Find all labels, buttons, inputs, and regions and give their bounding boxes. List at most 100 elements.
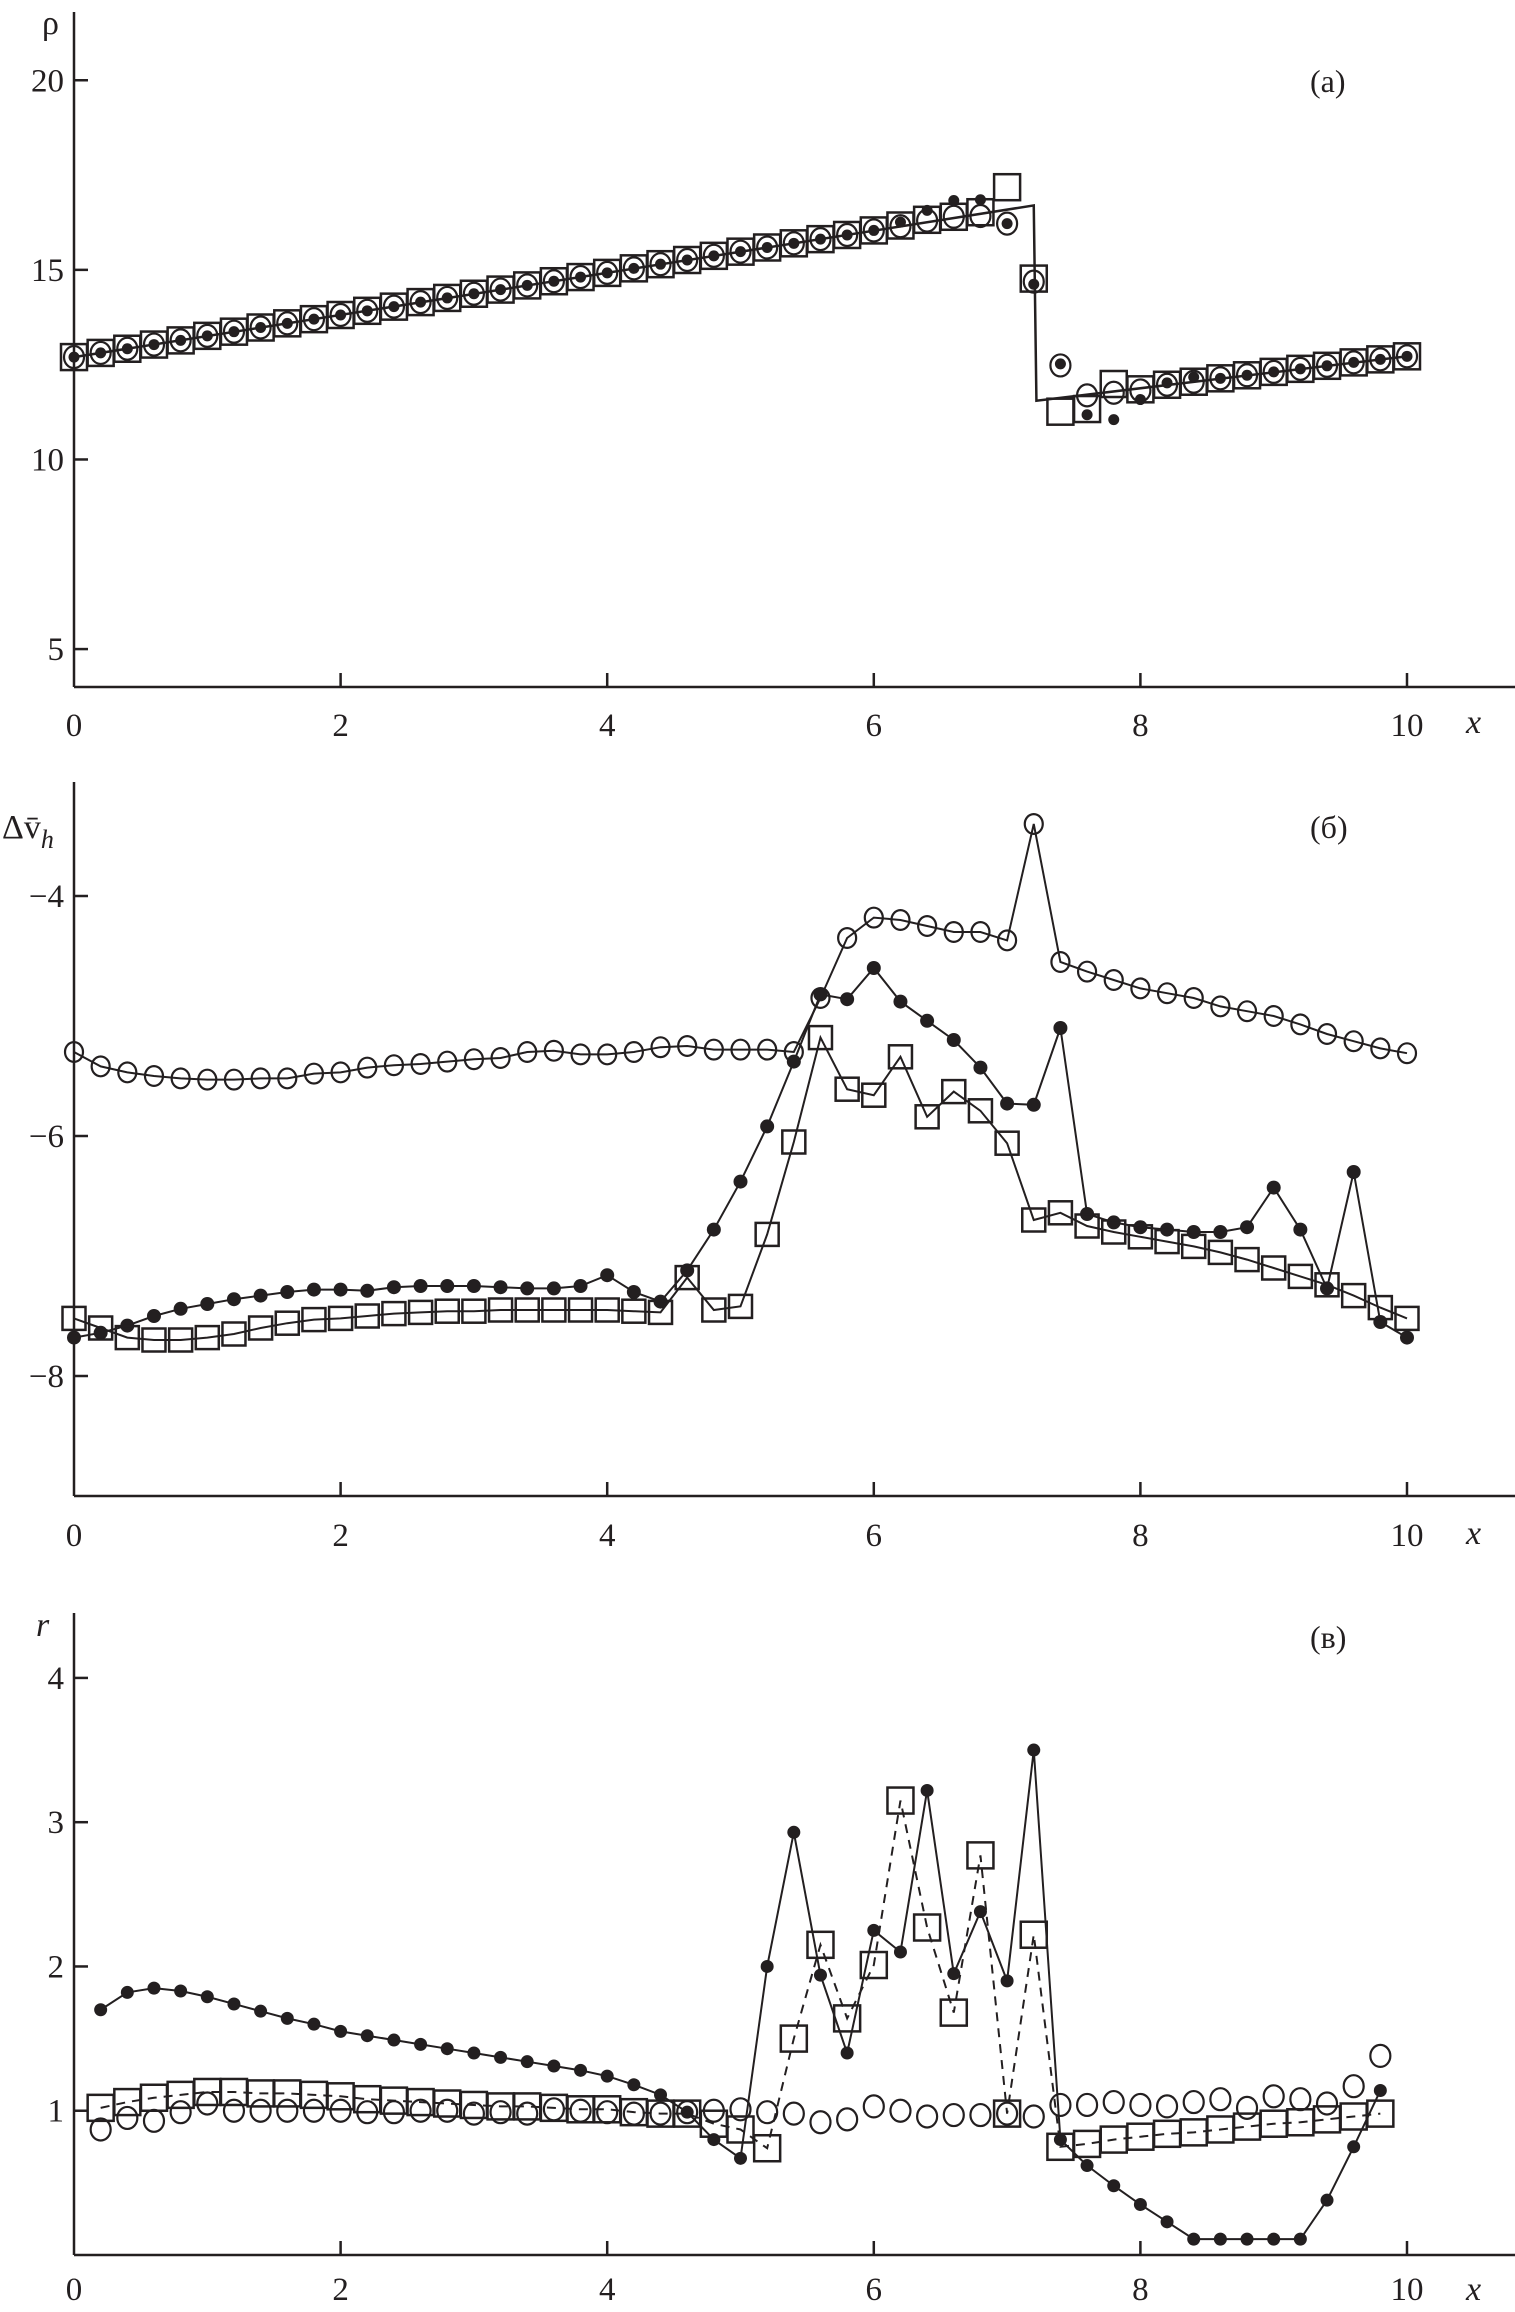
data-point-square — [1046, 397, 1075, 426]
y-tick-label: −6 — [29, 1119, 64, 1155]
data-point-dot — [734, 2151, 747, 2165]
data-point-circle — [329, 2098, 352, 2123]
data-point-circle — [462, 2101, 485, 2126]
data-point-circle — [223, 1068, 245, 1091]
series-squares — [59, 172, 1422, 426]
data-point-dot — [253, 1288, 268, 1303]
data-point-square — [727, 1293, 754, 1320]
data-point-square — [1154, 1228, 1180, 1255]
data-point-dot — [947, 1967, 961, 1981]
data-point-circle — [1050, 950, 1071, 973]
data-point-circle — [890, 908, 911, 931]
data-point-circle — [1209, 2087, 1232, 2112]
data-point-square — [434, 1298, 460, 1324]
x-tick-label: 4 — [599, 2272, 616, 2308]
data-point-square — [327, 1305, 354, 1332]
data-point-dot — [573, 1279, 588, 1293]
data-point-dot — [386, 1280, 401, 1295]
data-point-dot — [546, 1281, 561, 1296]
x-tick-label: 8 — [1132, 2272, 1149, 2308]
data-point-dot — [1348, 356, 1360, 368]
y-tick-label: 5 — [48, 632, 65, 668]
data-point-circle — [1369, 2043, 1392, 2069]
data-point-circle — [1210, 995, 1231, 1018]
data-point-square — [1314, 1272, 1340, 1298]
data-point-circle — [703, 1038, 724, 1061]
data-point-circle — [917, 914, 938, 937]
data-point-dot — [201, 330, 213, 342]
data-point-dot — [307, 2017, 321, 2031]
data-point-square — [647, 1299, 674, 1326]
data-point-circle — [1155, 2094, 1179, 2119]
y-tick-label: 3 — [48, 1805, 65, 1841]
data-point-dot — [787, 1825, 801, 1839]
data-point-dot — [733, 1174, 748, 1189]
data-point-circle — [382, 2100, 406, 2125]
data-point-dot — [708, 250, 720, 262]
series-circles — [63, 812, 1418, 1091]
data-point-circle — [436, 285, 459, 311]
data-point-dot — [255, 322, 267, 334]
data-point-dot — [414, 2037, 428, 2051]
series-line-dots — [100, 1749, 1382, 2241]
x-tick-label: 8 — [1132, 708, 1149, 744]
series-line-dots — [73, 966, 1408, 1339]
x-axis-label: x — [1465, 704, 1481, 741]
data-point-dot — [946, 1033, 961, 1047]
data-point-circle — [1156, 982, 1178, 1005]
data-point-dot — [600, 2069, 614, 2083]
series-dots — [68, 194, 1413, 426]
data-point-circle — [969, 2102, 992, 2128]
data-point-dot — [1400, 1330, 1414, 1345]
data-point-circle — [996, 929, 1018, 952]
data-point-square — [1340, 1282, 1367, 1309]
data-point-circle — [116, 336, 139, 361]
data-point-circle — [942, 2102, 965, 2128]
data-point-circle — [702, 243, 725, 268]
data-point-dot — [600, 1268, 615, 1283]
data-point-square — [726, 2115, 755, 2144]
data-point-square — [594, 1297, 620, 1323]
data-point-square — [754, 1221, 780, 1248]
data-point-circle — [142, 332, 166, 357]
data-point-dot — [1401, 350, 1413, 362]
data-point-circle — [1395, 344, 1419, 369]
data-point-square — [141, 1327, 167, 1353]
data-point-square — [1207, 1239, 1234, 1266]
data-point-dot — [840, 2046, 854, 2060]
data-point-dot — [520, 2055, 534, 2069]
x-axis-label: x — [1465, 2271, 1481, 2308]
series-circles — [62, 203, 1419, 408]
data-point-square — [247, 1315, 274, 1341]
data-point-circle — [863, 906, 884, 929]
data-point-dot — [1346, 1165, 1361, 1179]
data-point-dot — [175, 334, 187, 346]
data-point-circle — [836, 222, 859, 248]
data-point-square — [194, 1324, 221, 1351]
data-point-circle — [1396, 1042, 1418, 1065]
data-point-square — [621, 1298, 647, 1324]
data-point-square — [301, 1306, 327, 1333]
data-point-circle — [1022, 2104, 1045, 2129]
data-point-circle — [143, 1064, 165, 1087]
data-point-dot — [867, 1923, 881, 1937]
data-point-square — [807, 1024, 834, 1051]
data-point-circle — [116, 2105, 139, 2131]
y-tick-label: 4 — [48, 1661, 65, 1697]
data-point-square — [114, 1324, 141, 1351]
data-point-circle — [1103, 968, 1124, 991]
data-point-dot — [520, 1281, 535, 1296]
data-point-circle — [89, 340, 112, 366]
data-point-circle — [995, 2101, 1019, 2126]
data-point-dot — [1027, 1743, 1041, 1757]
data-point-dot — [281, 317, 293, 329]
data-point-circle — [916, 2104, 939, 2129]
data-point-circle — [463, 1048, 484, 1071]
data-point-circle — [1075, 2092, 1099, 2118]
data-point-dot — [147, 1981, 161, 1995]
data-point-circle — [1369, 347, 1392, 372]
data-point-circle — [1130, 977, 1151, 1000]
data-point-dot — [1373, 1315, 1388, 1329]
data-point-dot — [974, 194, 986, 206]
data-point-circle — [277, 1067, 298, 1090]
